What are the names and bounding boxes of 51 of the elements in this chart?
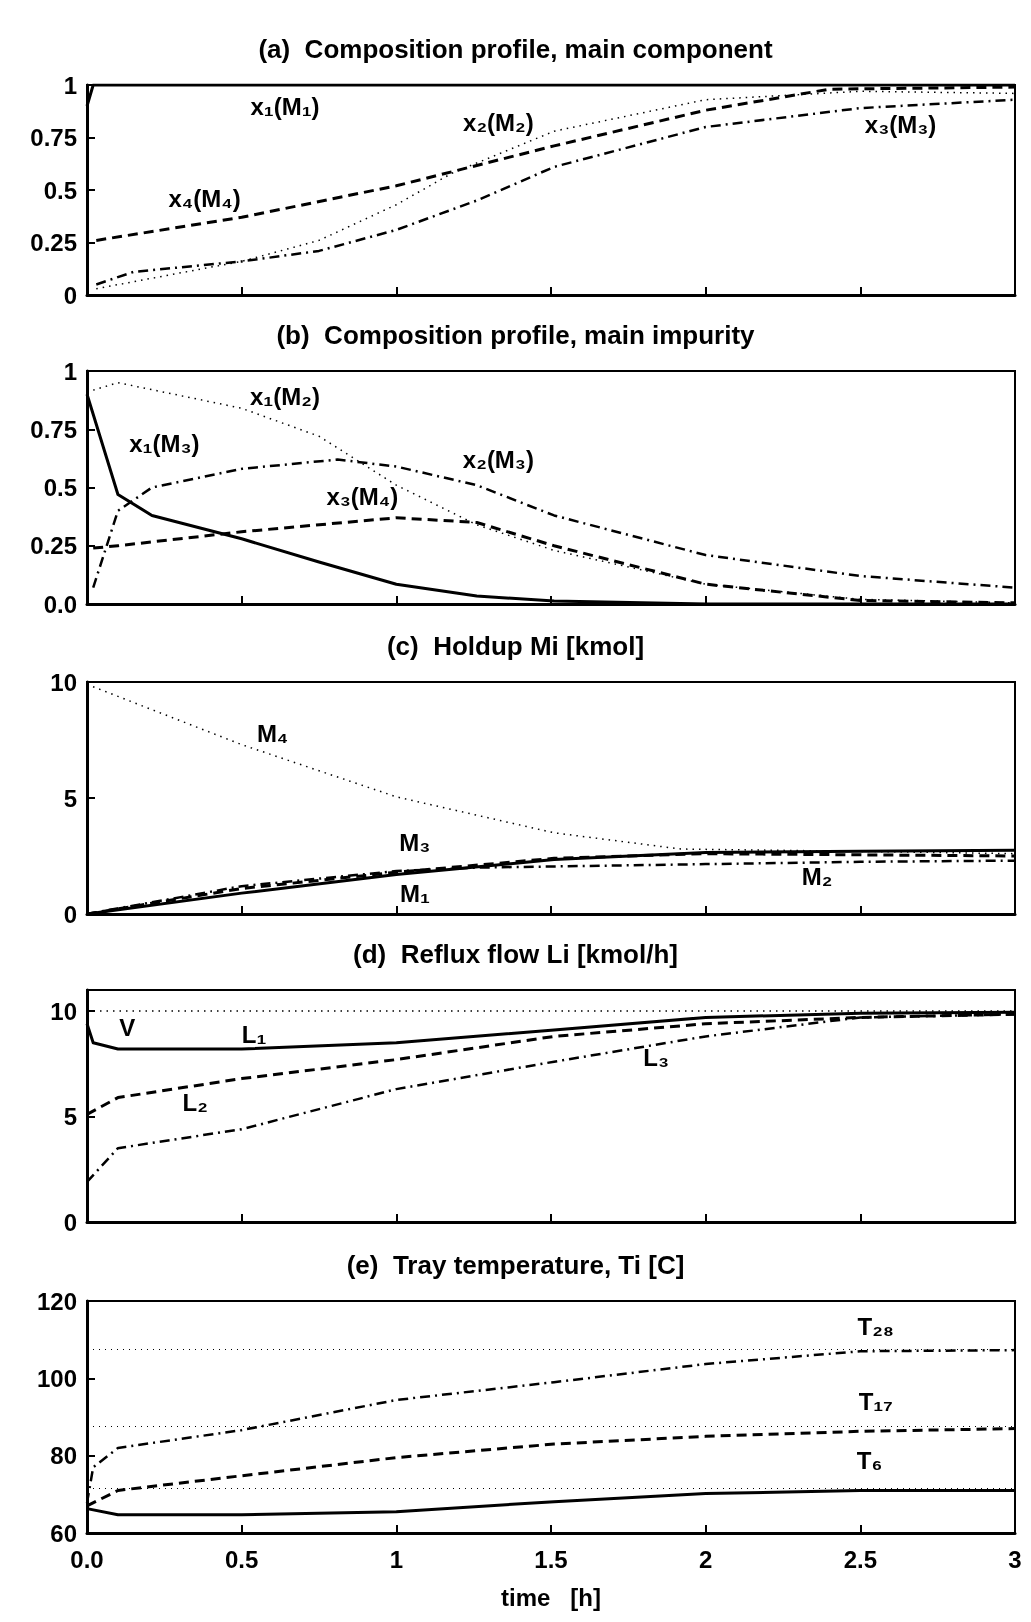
y-tick-label: 100 (36, 1364, 77, 1392)
series-label: T₁₇ (858, 1388, 893, 1416)
series-label: T₆ (856, 1446, 883, 1474)
x-tick-label: 0.5 (224, 1545, 259, 1573)
y-tick-label: 5 (63, 784, 77, 812)
x-axis-title: time [h] (501, 1583, 601, 1611)
x-tick-label: 2.5 (843, 1545, 878, 1573)
series-label: x₃(M₃) (864, 111, 937, 139)
y-tick-label: 1 (63, 357, 77, 385)
x-tick-label: 3 (1008, 1545, 1022, 1573)
y-tick-label: 0 (63, 281, 77, 309)
y-tick-label: 0.5 (43, 176, 77, 204)
series-label: M₂ (801, 863, 833, 891)
y-tick-label: 80 (50, 1442, 77, 1470)
series-label: M₄ (256, 719, 289, 747)
y-tick-label: 0.25 (30, 229, 77, 256)
series-label: x₁(M₂) (250, 383, 320, 411)
y-tick-label: 0 (63, 1208, 77, 1236)
y-tick-label: 10 (50, 668, 77, 696)
chart-title: (a) Composition profile, main component (258, 34, 773, 64)
series-label: L₁ (241, 1020, 267, 1048)
series-label: L₃ (643, 1043, 670, 1071)
y-tick-label: 60 (50, 1519, 77, 1547)
series-label: x₁(M₁) (250, 92, 320, 120)
y-tick-label: 10 (50, 997, 77, 1025)
chart-title: (c) Holdup Mi [kmol] (386, 631, 645, 661)
y-tick-label: 0.25 (30, 532, 77, 560)
series-label: M₃ (399, 828, 431, 856)
y-tick-label: 5 (63, 1103, 77, 1131)
series-label: L₂ (182, 1089, 208, 1117)
y-tick-label: 0.0 (43, 590, 77, 618)
y-tick-label: 0.75 (30, 415, 77, 443)
x-tick-label: 1 (389, 1545, 404, 1573)
series-label: T₂₈ (857, 1313, 895, 1341)
series-label: x₄(M₄) (168, 184, 241, 212)
chart-title: (b) Composition profile, main impurity (276, 320, 756, 350)
y-tick-label: 1 (63, 71, 77, 99)
series-label: x₁(M₃) (129, 429, 200, 457)
series-label: V (119, 1014, 136, 1042)
series-label: x₂(M₃) (462, 446, 534, 474)
y-tick-label: 120 (36, 1287, 77, 1315)
x-tick-label: 2 (698, 1545, 713, 1573)
chart-title: (d) Reflux flow Li [kmol/h] (353, 939, 678, 969)
series-label: M₁ (399, 879, 430, 907)
y-tick-label: 0.75 (30, 124, 77, 151)
series-label: x₃(M₄) (326, 483, 399, 511)
x-tick-label: 1.5 (534, 1545, 568, 1573)
series-label: x₂(M₂) (463, 109, 534, 137)
y-tick-label: 0.5 (43, 474, 77, 501)
y-tick-label: 0 (63, 900, 77, 928)
chart-title: (e) Tray temperature, Ti [C] (346, 1250, 685, 1280)
